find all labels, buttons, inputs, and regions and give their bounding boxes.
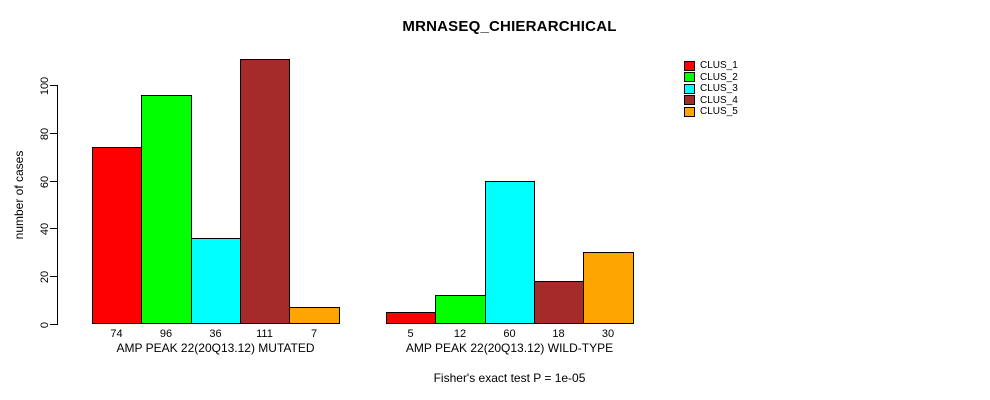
y-tick-label: 100 (39, 76, 51, 95)
bar-clus_1 (386, 312, 436, 324)
y-tick-label: 40 (39, 222, 51, 235)
legend-label: CLUS_3 (700, 83, 738, 95)
chart-title: MRNASEQ_CHIERARCHICAL (402, 18, 617, 35)
y-axis-label: number of cases (12, 150, 26, 240)
bar-value-label: 60 (503, 328, 516, 340)
bar-clus_2 (435, 295, 486, 324)
bar-value-label: 30 (601, 328, 615, 340)
legend-swatch (684, 106, 695, 117)
bar-value-label: 111 (256, 328, 273, 340)
legend-item-clus_4: CLUS_4 (684, 95, 738, 107)
legend-label: CLUS_2 (700, 71, 738, 83)
legend-label: CLUS_4 (700, 94, 738, 106)
bar-clus_4 (240, 59, 290, 324)
y-tick-mark (50, 85, 57, 86)
legend-item-clus_3: CLUS_3 (684, 83, 738, 95)
legend-label: CLUS_5 (700, 106, 738, 118)
bar-value-label: 18 (552, 328, 565, 340)
legend-label: CLUS_1 (700, 60, 738, 72)
y-tick-mark (50, 324, 57, 325)
legend-swatch (684, 95, 695, 106)
legend: CLUS_1 CLUS_2 CLUS_3 CLUS_4 CLUS_5 (684, 60, 738, 118)
bar-clus_1 (92, 147, 142, 324)
y-tick-label: 0 (39, 321, 51, 328)
legend-item-clus_2: CLUS_2 (684, 72, 738, 84)
bar-value-label: 5 (407, 328, 414, 340)
y-tick-mark (50, 133, 57, 134)
y-tick-mark (50, 181, 57, 182)
legend-swatch (684, 83, 695, 94)
bar-value-label: 96 (159, 328, 173, 340)
legend-item-clus_5: CLUS_5 (684, 106, 738, 118)
fisher-test-annotation: Fisher's exact test P = 1e-05 (433, 371, 586, 385)
y-tick-label: 60 (39, 175, 51, 188)
y-tick-label: 20 (39, 270, 51, 283)
bar-clus_3 (485, 181, 535, 324)
y-axis-line (57, 85, 58, 325)
bar-clus_3 (191, 238, 241, 324)
bar-value-label: 12 (453, 328, 467, 340)
bar-clus_4 (534, 281, 584, 324)
bar-value-label: 74 (110, 328, 123, 340)
bar-value-label: 36 (209, 328, 222, 340)
bar-clus_5 (583, 252, 634, 324)
y-tick-label: 80 (39, 127, 51, 140)
group-label: AMP PEAK 22(20Q13.12) MUTATED (116, 341, 315, 355)
bar-clus_5 (289, 307, 340, 324)
group-label: AMP PEAK 22(20Q13.12) WILD-TYPE (405, 341, 614, 355)
y-tick-mark (50, 228, 57, 229)
bar-value-label: 7 (310, 328, 318, 340)
legend-swatch (684, 72, 695, 83)
legend-item-clus_1: CLUS_1 (684, 60, 738, 72)
legend-swatch (684, 60, 695, 71)
y-tick-mark (50, 276, 57, 277)
bar-clus_2 (141, 95, 192, 324)
